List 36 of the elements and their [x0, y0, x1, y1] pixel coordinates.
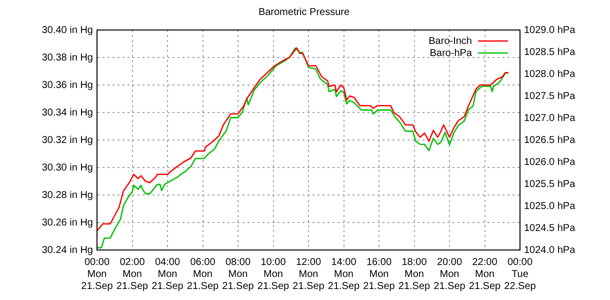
x-tick-label: 04:00 Mon 21.Sep [152, 256, 184, 292]
y-tick-label: 30.30 in Hg [42, 162, 93, 174]
y2-tick-label: 1027.5 hPa [524, 90, 576, 102]
y2-tick-label: 1024.5 hPa [524, 222, 576, 234]
y-tick-label: 30.34 in Hg [42, 107, 93, 118]
y2-tick-label: 1027.0 hPa [524, 112, 576, 124]
x-tick-label: 18:00 Mon 21.Sep [398, 256, 431, 292]
y2-tick-label: 1029.0 hPa [524, 24, 576, 36]
y2-tick-label: 1026.5 hPa [524, 134, 576, 146]
legend-label: Baro-hPa [430, 48, 472, 59]
legend-label: Baro-Inch [428, 36, 472, 47]
x-tick-label: 16:00 Mon 21.Sep [363, 256, 396, 292]
x-tick-label: 02:00 Mon 21.Sep [116, 256, 149, 292]
x-tick-label: 08:00 Mon 21.Sep [222, 256, 254, 292]
x-tick-label: 10:00 Mon 21.Sep [257, 256, 290, 292]
y-tick-label: 30.26 in Hg [42, 217, 93, 228]
x-tick-label: 00:00 Mon 21.Sep [81, 256, 114, 292]
y-tick-label: 30.24 in Hg [42, 244, 93, 256]
x-tick-label: 06:00 Mon 21.Sep [186, 256, 220, 292]
y2-tick-label: 1026.0 hPa [524, 156, 576, 168]
x-tick-label: 14:00 Mon 21.Sep [328, 256, 360, 292]
y2-tick-label: 1028.5 hPa [524, 46, 576, 58]
x-tick-label: 12:00 Mon 21.Sep [292, 256, 325, 292]
y2-tick-label: 1028.0 hPa [524, 68, 576, 80]
x-tick-label: 00:00 Tue 22.Sep [504, 256, 536, 292]
y2-tick-label: 1024.0 hPa [524, 244, 576, 256]
y-tick-label: 30.32 in Hg [42, 134, 93, 146]
y-tick-label: 30.28 in Hg [42, 190, 93, 201]
y2-tick-label: 1025.0 hPa [524, 200, 576, 212]
x-tick-label: 20:00 Mon 21.Sep [434, 256, 466, 292]
y2-tick-label: 1025.5 hPa [524, 178, 576, 190]
y-tick-label: 30.40 in Hg [42, 24, 93, 36]
y-tick-label: 30.36 in Hg [42, 80, 93, 91]
y-tick-label: 30.38 in Hg [42, 52, 93, 64]
chart-title: Barometric Pressure [258, 6, 350, 18]
x-tick-label: 22:00 Mon 21.Sep [468, 256, 502, 292]
